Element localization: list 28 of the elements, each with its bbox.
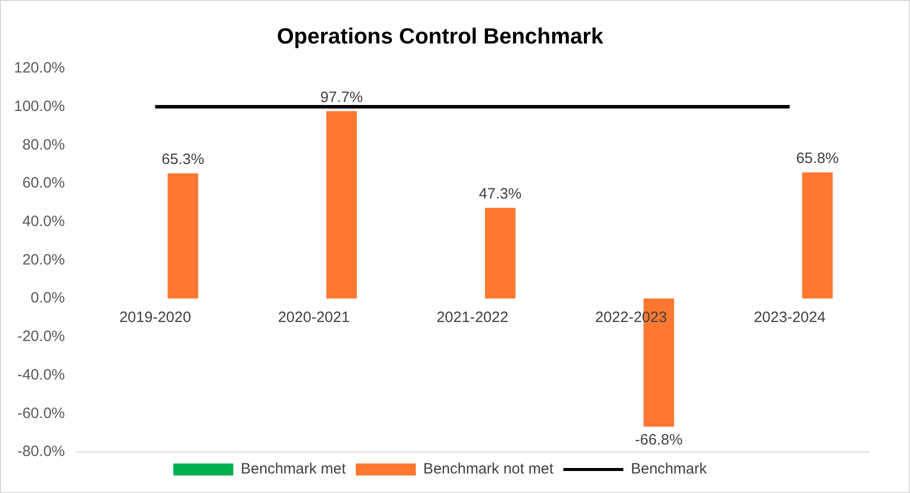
y-tick-label: -20.0% — [17, 328, 65, 346]
y-tick-label: 100.0% — [14, 98, 65, 115]
legend-label: Benchmark not met — [423, 460, 554, 478]
legend-label: Benchmark met — [240, 460, 347, 478]
chart-title: Operations Control Benchmark — [276, 23, 604, 48]
x-tick-label: 2021-2022 — [436, 309, 508, 326]
y-tick-label: -80.0% — [17, 443, 65, 460]
y-tick-label: 120.0% — [14, 60, 65, 77]
data-label: 47.3% — [478, 185, 522, 202]
x-tick-label: 2023-2024 — [754, 309, 826, 326]
data-label: 65.3% — [162, 150, 204, 168]
bar — [326, 111, 357, 299]
legend-label: Benchmark — [630, 460, 708, 478]
y-tick-label: 0.0% — [30, 290, 65, 307]
x-tick-label: 2019-2020 — [119, 309, 192, 326]
data-label: 65.8% — [796, 150, 839, 167]
bar — [802, 172, 833, 299]
y-tick-label: -60.0% — [17, 404, 65, 422]
y-tick-label: 60.0% — [22, 174, 65, 192]
data-label: -66.8% — [635, 431, 683, 448]
bar — [168, 173, 198, 299]
data-label: 97.7% — [320, 88, 363, 106]
y-tick-label: 80.0% — [22, 136, 65, 154]
y-tick-label: -40.0% — [17, 366, 65, 384]
bar — [484, 208, 516, 299]
x-tick-label: 2020-2021 — [278, 309, 350, 326]
y-tick-label: 40.0% — [22, 212, 65, 230]
y-tick-label: 20.0% — [22, 251, 65, 268]
